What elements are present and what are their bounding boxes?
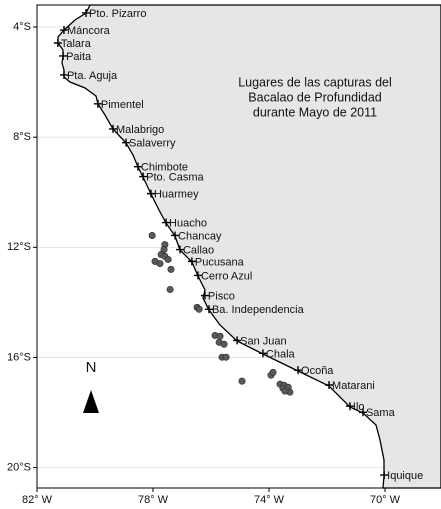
catch-point [220,340,228,348]
annotation-line: Bacalao de Profundidad [248,90,381,104]
port-marker [258,349,267,358]
port-label: Huacho [169,217,207,229]
north-arrow [83,390,99,413]
port-label: Pisco [208,290,235,302]
port-marker [233,336,242,345]
port-label: Pto. Casma [146,171,204,183]
port-label: Callao [183,244,214,256]
port-label: Ocoña [301,365,334,377]
y-tick-label: 8°S [13,131,31,143]
port-label: Malabrigo [116,124,164,136]
port-marker [358,408,367,417]
port-marker [294,366,303,375]
port-label: Chancay [178,230,222,242]
port-label: Salaverry [129,138,176,150]
port-marker [146,189,155,198]
y-tick-label: 20°S [7,462,31,474]
port-marker [139,172,148,181]
port-marker [59,70,68,79]
y-tick-label: 12°S [7,241,31,253]
port-marker [204,305,213,314]
port-label: Talara [61,38,92,50]
port-marker [53,39,62,48]
port-marker [122,138,131,147]
port-marker [175,245,184,254]
port-label: Chimbote [141,162,188,174]
catch-point [167,265,175,273]
port-label: Ilo [353,401,365,413]
catch-point [216,332,224,340]
port-marker [108,124,117,133]
port-marker [345,402,354,411]
port-marker [380,471,389,480]
x-tick-label: 70° W [370,494,401,506]
port-label: Chala [266,348,296,360]
catch-point [148,231,156,239]
catch-point [238,377,246,385]
x-tick-label: 78° W [138,494,169,506]
north-label: N [86,359,97,376]
catch-point [269,368,277,376]
port-label: Sama [366,407,396,419]
catch-point [195,305,203,313]
port-marker [59,51,68,60]
port-label: Pimentel [101,99,144,111]
port-marker [59,26,68,35]
frame [36,4,441,489]
x-tick-label: 82° W [22,494,53,506]
catch-point [164,255,172,263]
port-label: Máncora [67,25,111,37]
y-tick-label: 16°S [7,351,31,363]
catch-point [281,387,289,395]
x-tick-label: 74° W [254,494,285,506]
port-label: Pto. Pizarro [89,8,146,20]
port-marker [325,381,334,390]
port-marker [133,162,142,171]
port-marker [200,291,209,300]
catch-point [166,285,174,293]
port-label: Pucusana [195,256,245,268]
port-label: Paita [66,51,92,63]
port-marker [162,218,171,227]
port-marker [171,231,180,240]
port-label: Ba. Independencia [212,304,305,316]
port-label: San Juan [240,335,286,347]
port-label: Pta. Aguja [67,70,118,82]
port-marker [93,99,102,108]
port-label: Iquique [387,470,423,482]
port-marker [187,257,196,266]
annotation-line: durante Mayo de 2011 [253,105,377,119]
catch-point [156,260,164,268]
catch-point [222,353,230,361]
port-label: Cerro Azul [201,270,252,282]
annotation-line: Lugares de las capturas del [238,75,392,89]
port-label: Huarmey [154,189,199,201]
port-marker [193,271,202,280]
port-label: Matarani [332,380,375,392]
port-marker [82,8,91,17]
y-tick-label: 4°S [13,21,31,33]
